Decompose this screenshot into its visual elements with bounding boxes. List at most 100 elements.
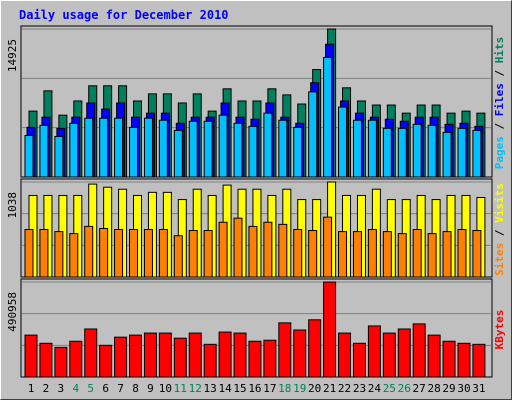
bar [143,332,157,378]
legend: Sites / Visits [493,183,506,276]
bar [263,221,273,278]
bar [442,231,452,278]
bar [352,119,362,178]
bar [338,332,352,378]
bar [203,230,213,278]
bar [99,117,109,178]
bar [367,229,377,278]
bar [472,129,482,178]
bar [472,343,486,378]
bar [39,342,53,378]
x-tick-label: 12 [189,382,202,395]
bar [382,231,392,278]
legend: Pages / Files / Hits [493,37,506,170]
x-tick-label: 18 [278,382,291,395]
bar [442,340,456,378]
bar [129,334,143,378]
legend-entry: Hits [493,37,506,64]
x-tick-label: 3 [58,382,65,395]
bar [308,230,318,278]
bar [308,91,318,178]
x-tick-label: 22 [338,382,351,395]
bar [278,119,288,178]
bar [114,229,124,278]
legend-entry: Pages [493,136,506,169]
bar [427,334,441,378]
bar [84,328,98,378]
legend-entry: Files [493,83,506,116]
bar [173,129,183,178]
x-tick-label: 26 [398,382,411,395]
bar [233,332,247,378]
legend-separator: / [493,63,506,83]
bar [114,336,128,378]
bar [69,122,79,178]
bar [129,229,139,278]
bar [382,127,392,178]
bar [158,119,168,178]
bar [323,56,333,178]
x-tick-label: 4 [72,382,79,395]
x-tick-label: 21 [323,382,336,395]
x-tick-label: 17 [263,382,276,395]
legend-separator: / [493,116,506,136]
bar [367,325,381,378]
legend: KBytes [493,310,506,350]
bar [457,127,467,178]
bar [54,135,64,178]
bar [114,117,124,178]
x-tick-label: 7 [117,382,124,395]
bar [69,233,79,278]
x-tick-label: 25 [383,382,396,395]
bar [397,127,407,178]
bar [323,281,337,378]
x-tick-label: 20 [308,382,321,395]
bar [427,124,437,178]
legend-entry: KBytes [493,310,506,350]
y-tick-label: 14925 [6,39,19,72]
x-tick-label: 19 [293,382,306,395]
bar [412,229,422,278]
x-tick-label: 27 [413,382,426,395]
bar [188,332,202,378]
x-tick-label: 24 [368,382,382,395]
bar [263,339,277,378]
bar [248,125,258,178]
bar [308,319,322,378]
bar [54,346,68,378]
bar [99,227,109,278]
bar [129,126,139,178]
bar [218,331,232,378]
bar [352,342,366,378]
x-tick-label: 10 [159,382,172,395]
x-tick-label: 6 [102,382,109,395]
bar [382,332,396,378]
bar [293,329,307,378]
x-tick-label: 23 [353,382,366,395]
x-tick-label: 1 [28,382,35,395]
x-tick-label: 15 [233,382,246,395]
bar [203,120,213,178]
x-tick-label: 30 [457,382,470,395]
x-tick-label: 11 [174,382,187,395]
bar [39,124,49,178]
bar [293,229,303,278]
chart-title: Daily usage for December 2010 [19,8,229,22]
x-tick-label: 31 [472,382,485,395]
legend-entry: Visits [493,183,506,223]
bar [248,340,262,378]
bar [39,229,49,278]
legend-entry: Sites [493,243,506,276]
bar [158,229,168,278]
bar [427,233,437,278]
bar [24,334,38,378]
y-tick-label: 1038 [6,192,19,219]
bar [54,231,64,278]
bar [412,123,422,178]
bar [173,337,187,378]
bar [143,117,153,178]
bar [248,225,258,278]
